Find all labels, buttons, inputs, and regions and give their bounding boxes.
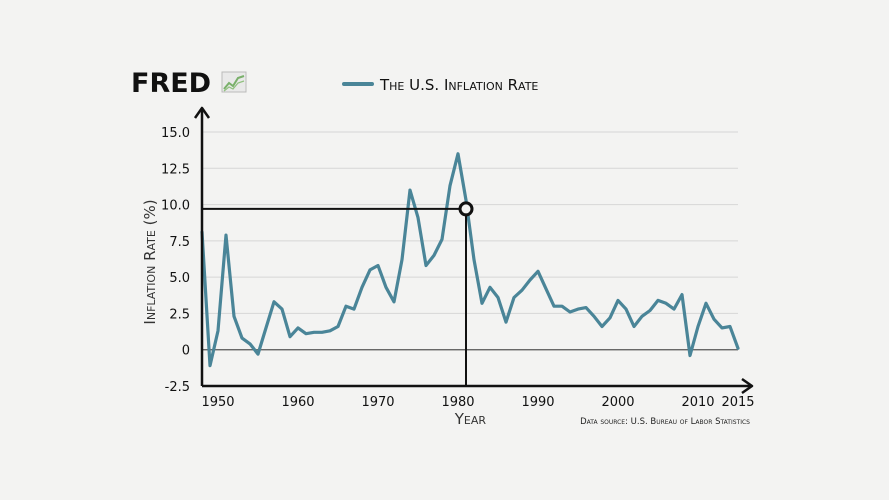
x-tick-label: 2000 [601,395,634,410]
brand-logo: FRED [131,68,211,99]
x-tick-label: 1960 [281,395,314,410]
x-tick-label: 2015 [721,395,754,410]
series-line [200,152,740,368]
line-graph-icon [221,71,247,93]
axes [193,106,754,395]
grid [202,131,738,351]
x-tick-label: 1950 [201,395,234,410]
y-tick-label: 12.5 [161,162,190,177]
x-axis-title: Year [454,410,487,428]
highlight-marker [458,201,474,217]
y-tick-label: 5.0 [169,271,190,286]
data-source-note: Data source: U.S. Bureau of Labor Statis… [580,417,750,427]
y-tick-label: 2.5 [169,307,190,322]
x-tick-label: 1990 [521,395,554,410]
x-axis-arrow [741,377,754,395]
x-tick-label: 2010 [681,395,714,410]
x-tick-labels: 1950 1960 1970 1980 1990 2000 2010 2015 [201,395,754,410]
y-tick-label: 7.5 [169,235,190,250]
y-tick-label: 0 [182,344,190,359]
x-tick-label: 1970 [361,395,394,410]
y-tick-labels: 15.0 12.5 10.0 7.5 5.0 2.5 0 -2.5 [161,126,190,395]
legend-label: The U.S. Inflation Rate [379,76,538,94]
y-tick-label: 15.0 [161,126,190,141]
y-axis-title: Inflation Rate (%) [141,199,159,324]
y-axis-arrow [193,106,211,119]
series-layer [200,152,740,368]
y-tick-label: -2.5 [165,380,190,395]
annotation-layer [202,201,474,386]
x-tick-label: 1980 [441,395,474,410]
y-tick-label: 10.0 [161,199,190,214]
